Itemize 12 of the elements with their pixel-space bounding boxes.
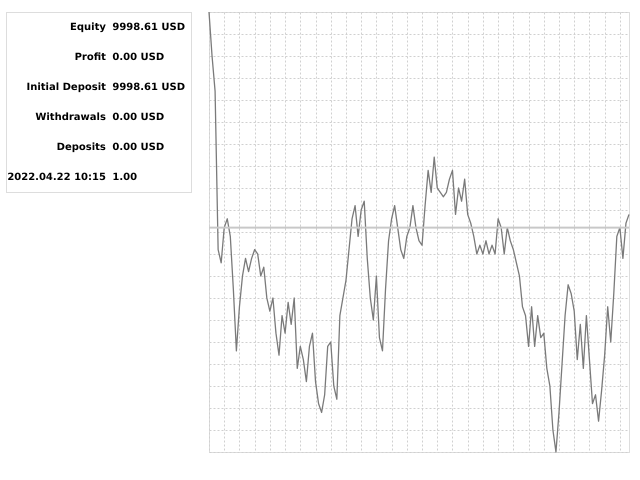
text: Equity [70,22,106,33]
text: 1.00 [112,172,138,183]
text: Withdrawals [35,112,106,123]
text: 0.00 USD [112,112,164,123]
text: 0.00 USD [112,142,164,153]
text: 2022.04.22 10:15 [7,172,106,183]
text: 0.00 USD [112,52,164,63]
text: Profit [74,52,106,63]
text: Deposits [56,142,106,153]
text: Initial Deposit [26,82,106,93]
text: 9998.61 USD [112,82,186,93]
text: 9998.61 USD [112,22,186,33]
